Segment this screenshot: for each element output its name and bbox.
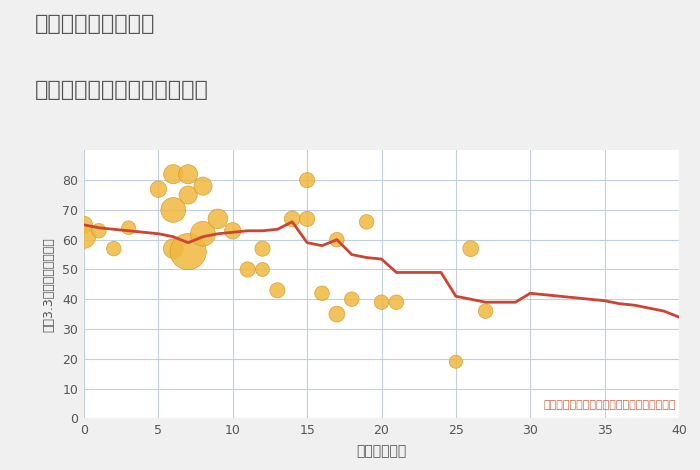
Point (197, 230, 209, 237)
Point (331, 236, 342, 243)
Point (183, 191, 194, 199)
Point (242, 266, 253, 273)
Point (257, 245, 268, 252)
Point (302, 176, 313, 184)
Point (302, 215, 313, 223)
Point (168, 206, 179, 214)
Text: 円の大きさは、取引のあった物件面積を示す: 円の大きさは、取引のあった物件面積を示す (543, 400, 676, 410)
Point (78, 221, 90, 228)
Point (450, 358, 461, 366)
Point (123, 224, 134, 232)
Point (346, 296, 357, 303)
Point (183, 248, 194, 255)
Point (78, 233, 90, 241)
Point (93, 227, 104, 235)
Point (391, 298, 402, 306)
Point (197, 182, 209, 190)
Point (465, 245, 476, 252)
Text: 築年数別中古マンション価格: 築年数別中古マンション価格 (35, 80, 209, 100)
Y-axis label: 平（3.3㎡）単価（万円）: 平（3.3㎡）単価（万円） (43, 237, 55, 332)
Point (376, 298, 387, 306)
Point (153, 185, 164, 193)
Text: 三重県松阪市宝塚町: 三重県松阪市宝塚町 (35, 14, 155, 34)
Point (272, 287, 283, 294)
Point (480, 307, 491, 315)
Point (287, 215, 298, 223)
X-axis label: 築年数（年）: 築年数（年） (356, 444, 407, 458)
Point (108, 245, 119, 252)
Point (212, 215, 223, 223)
Point (227, 227, 238, 235)
Point (257, 266, 268, 273)
Point (183, 171, 194, 178)
Point (316, 290, 328, 297)
Point (168, 171, 179, 178)
Point (168, 245, 179, 252)
Point (331, 310, 342, 318)
Point (361, 218, 372, 226)
